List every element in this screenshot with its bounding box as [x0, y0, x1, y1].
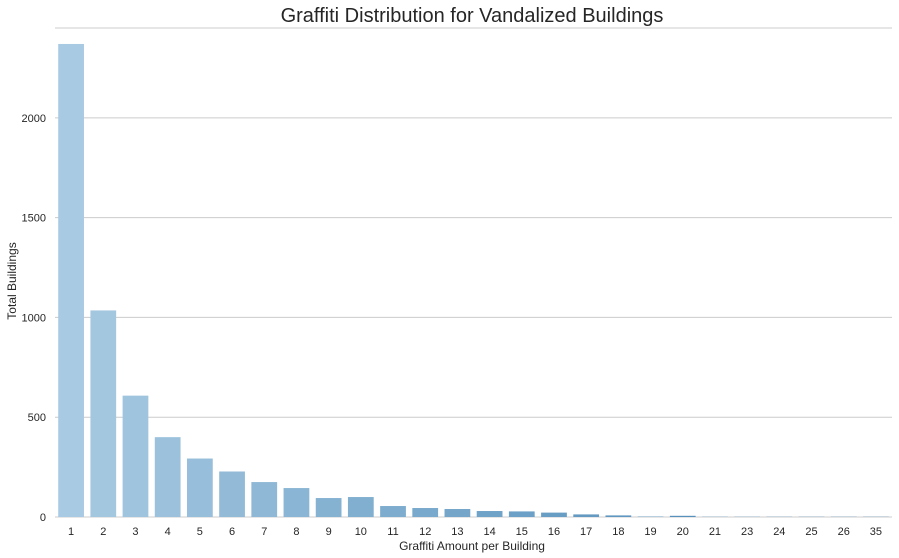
x-tick-label: 4 [165, 526, 171, 538]
x-tick-label: 13 [451, 526, 463, 538]
x-tick-label: 1 [68, 526, 74, 538]
bar-11 [380, 506, 406, 517]
y-tick-labels: 0 500 1000 1500 2000 [22, 113, 46, 524]
x-tick-label: 23 [741, 526, 753, 538]
bar-6 [219, 471, 245, 517]
x-tick-label: 24 [773, 526, 785, 538]
bar-9 [315, 498, 342, 517]
bar-8 [283, 488, 310, 517]
x-tick-label: 5 [197, 526, 203, 538]
x-tick-label: 11 [387, 526, 398, 538]
bar-2 [90, 310, 117, 517]
bar-16 [541, 512, 567, 517]
bars [58, 43, 889, 517]
bar-20 [669, 515, 696, 517]
bar-17 [573, 514, 600, 517]
x-tick-label: 26 [838, 526, 850, 538]
x-tick-label: 2 [100, 526, 106, 538]
bar-18 [605, 515, 632, 517]
y-tick-label: 0 [40, 512, 46, 524]
bar-1 [58, 43, 84, 517]
x-tick-label: 16 [548, 526, 560, 538]
y-axis-label: Total Buildings [5, 242, 19, 319]
y-tick-label: 1500 [22, 213, 46, 225]
x-tick-label: 3 [132, 526, 138, 538]
bar-5 [186, 458, 213, 517]
x-tick-label: 35 [870, 526, 882, 538]
x-tick-label: 18 [612, 526, 624, 538]
bar-15 [508, 511, 535, 517]
x-tick-label: 10 [355, 526, 367, 538]
x-tick-label: 7 [261, 526, 267, 538]
bar-3 [122, 395, 149, 517]
bar-12 [412, 508, 439, 517]
x-tick-labels: 1 2 3 4 5 6 7 8 9 10 11 12 13 14 15 16 17 18 19 20 21 23 24 25 2… [68, 526, 882, 538]
x-tick-label: 21 [709, 526, 721, 538]
bar-14 [476, 511, 503, 517]
x-tick-label: 6 [229, 526, 235, 538]
bar-13 [444, 509, 471, 517]
x-tick-label: 12 [419, 526, 431, 538]
x-tick-label: 25 [805, 526, 817, 538]
x-tick-label: 20 [677, 526, 689, 538]
x-tick-label: 9 [326, 526, 332, 538]
x-tick-label: 17 [580, 526, 592, 538]
y-tick-label: 1000 [22, 312, 46, 324]
bar-10 [347, 497, 374, 517]
chart-title: Graffiti Distribution for Vandalized Bui… [281, 5, 664, 27]
x-tick-label: 15 [516, 526, 528, 538]
y-tick-label: 2000 [22, 113, 46, 125]
x-tick-label: 19 [644, 526, 656, 538]
x-axis-label: Graffiti Amount per Building [399, 539, 545, 553]
x-tick-label: 14 [483, 526, 495, 538]
bar-4 [154, 437, 181, 517]
bar-7 [251, 482, 278, 517]
y-tick-label: 500 [28, 412, 46, 424]
x-tick-label: 8 [293, 526, 299, 538]
